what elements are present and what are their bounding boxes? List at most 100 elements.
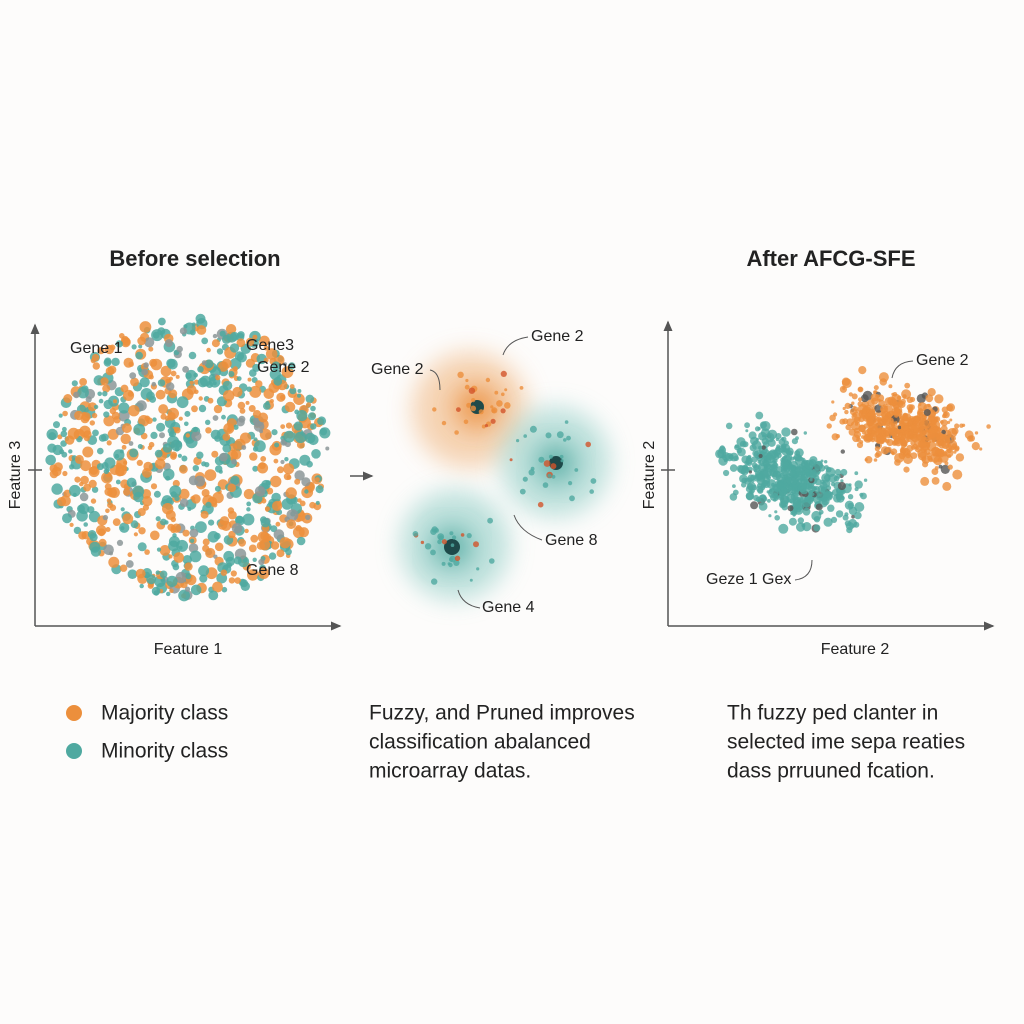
gene-label: Gene 2 [257,359,310,376]
dot [201,337,209,345]
dot [199,574,208,583]
dot [221,586,228,593]
dot [827,504,835,512]
dot [194,475,206,487]
dot [893,408,901,416]
dot [82,446,94,458]
dot [130,520,139,529]
dot [234,577,241,584]
dot [456,407,461,412]
dot [800,474,806,480]
dot [906,396,914,403]
dot [128,441,134,446]
dot [212,581,223,593]
dot [315,500,320,505]
dot [835,434,840,439]
dot [228,577,236,584]
dot [144,415,151,422]
dot [867,420,874,427]
dot [721,452,731,461]
dot [296,410,308,422]
dot [168,376,173,381]
dot [860,492,867,500]
dot [797,517,804,524]
dot [954,445,960,451]
dot [319,428,328,436]
dot [823,517,833,527]
dot [228,371,235,377]
dot [98,538,107,547]
dot [834,468,842,476]
dot [127,569,138,579]
dot [197,366,204,373]
dot [919,440,927,448]
dot [178,545,183,550]
scatter-dots [45,313,991,602]
dot [249,452,258,461]
dot [189,329,196,336]
dot [874,446,880,452]
dot [826,423,832,429]
dot [115,340,123,348]
dot [236,352,247,363]
dot [788,483,798,494]
dot [153,490,161,498]
dot [485,377,491,383]
dot [182,529,190,537]
dot [880,446,890,455]
dot [285,548,292,556]
dot [585,441,591,448]
dot [172,563,180,571]
dot [441,561,446,566]
dot [917,448,928,459]
dot [189,380,194,385]
dot [758,445,762,450]
dot [215,375,221,381]
dot [311,449,321,459]
dot [964,430,974,440]
dot [420,540,425,545]
dot [89,420,96,426]
dot [748,470,753,474]
dot [774,515,780,521]
dot [208,590,219,601]
dot [185,433,190,438]
dot [732,484,736,488]
dot [240,579,248,588]
dot [286,475,292,480]
dot [283,362,287,367]
dot [891,427,898,434]
dot [133,532,138,537]
dot [222,443,232,453]
legend-label: Minority class [101,740,228,763]
dot [849,408,857,416]
dot [77,386,89,399]
dot [275,521,281,527]
dot [894,453,904,463]
dot [795,436,799,440]
dot [454,430,459,435]
caption-line: selected ime sepa reaties [727,731,965,754]
dot [304,489,309,494]
caption-line: microarray datas. [369,760,531,783]
dot [280,459,285,465]
dot [135,351,143,360]
caption-line: Fuzzy, and Pruned improves [369,702,635,725]
dot [773,472,777,477]
dot [228,510,237,520]
dot [763,456,767,460]
dot [103,415,115,427]
dot [127,552,133,558]
dot [252,334,258,340]
dot [150,530,160,541]
dot [108,556,120,568]
dot [767,499,771,503]
dot [230,570,237,577]
dot [166,591,171,597]
dot [109,551,113,556]
dot [164,520,169,525]
dot [212,491,224,504]
dot [138,344,143,349]
dot [556,431,564,439]
dot [214,485,221,492]
